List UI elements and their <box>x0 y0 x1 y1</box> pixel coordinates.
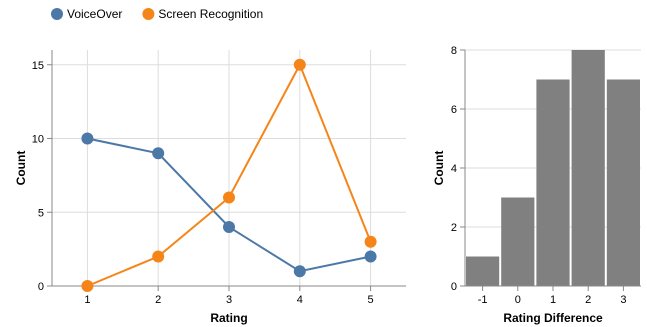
bar-chart-y-tick-label: 0 <box>451 281 457 293</box>
bar-chart-x-tick-label: 0 <box>515 294 521 306</box>
bar-3 <box>571 50 605 286</box>
line-chart-axes: 0 5 10 15 1 2 3 4 5 <box>32 50 406 306</box>
line-chart-x-axis-title: Rating <box>210 311 247 325</box>
legend-symbol-0 <box>51 8 63 20</box>
bar-1 <box>501 197 535 286</box>
line-chart-y-tick-label: 5 <box>38 207 44 219</box>
series-0-point-3 <box>293 265 306 278</box>
series-1-point-3 <box>293 58 306 71</box>
series-1-point-4 <box>364 235 377 248</box>
bar-chart-y-axis-title: Count <box>432 151 446 186</box>
line-chart-x-tick-label: 1 <box>84 294 90 306</box>
bar-chart-x-tick-label: 2 <box>585 294 591 306</box>
bar-chart-bars <box>466 50 640 286</box>
series-0-point-4 <box>364 250 377 263</box>
bar-chart: 0 2 4 6 8 -1 0 1 2 3 Rating Difference Count <box>432 45 641 325</box>
line-chart-x-tick-label: 2 <box>155 294 161 306</box>
bar-chart-y-tick-label: 6 <box>451 104 457 116</box>
line-chart-y-tick-label: 15 <box>32 60 44 72</box>
line-chart-y-tick-label: 0 <box>38 281 44 293</box>
line-chart: 0 5 10 15 1 2 3 4 5 Rating Count <box>14 50 406 325</box>
bar-chart-y-tick-label: 2 <box>451 222 457 234</box>
series-1-point-0 <box>81 280 94 292</box>
series-0-point-0 <box>81 132 94 145</box>
bar-chart-y-tick-label: 4 <box>451 163 457 175</box>
legend: VoiceOver Screen Recognition <box>51 7 263 21</box>
bar-chart-y-tick-label: 8 <box>451 45 457 57</box>
line-chart-x-tick-label: 4 <box>297 294 303 306</box>
bar-chart-x-tick-label: -1 <box>478 294 488 306</box>
line-chart-x-tick-label: 5 <box>368 294 374 306</box>
bar-0 <box>466 256 500 286</box>
line-chart-grid <box>52 50 406 287</box>
line-chart-y-axis-title: Count <box>14 151 28 186</box>
line-chart-series <box>81 58 377 292</box>
series-0-point-2 <box>223 221 235 233</box>
bar-2 <box>536 79 570 286</box>
legend-symbol-1 <box>142 8 155 20</box>
legend-label-1: Screen Recognition <box>158 7 263 21</box>
series-1-point-2 <box>223 191 235 204</box>
bar-chart-x-axis-title: Rating Difference <box>503 311 603 325</box>
bar-chart-x-tick-label: 1 <box>550 294 556 306</box>
series-0-point-1 <box>152 147 165 160</box>
line-chart-y-tick-label: 10 <box>32 134 44 146</box>
bar-chart-axes: 0 2 4 6 8 -1 0 1 2 3 <box>451 45 641 306</box>
line-chart-x-tick-label: 3 <box>226 294 232 306</box>
legend-label-0: VoiceOver <box>67 7 122 21</box>
bar-chart-x-tick-label: 3 <box>620 294 626 306</box>
series-1-point-1 <box>152 250 165 263</box>
bar-4 <box>606 79 640 286</box>
